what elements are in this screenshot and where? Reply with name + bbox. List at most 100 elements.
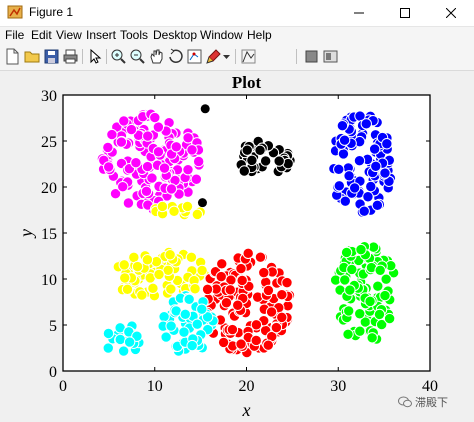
x-tick-label: 30 xyxy=(330,378,346,395)
pan-icon[interactable] xyxy=(148,48,165,65)
data-point xyxy=(165,183,178,195)
data-point xyxy=(337,148,350,160)
print-icon[interactable] xyxy=(62,48,79,65)
zoom-in-icon[interactable] xyxy=(110,48,127,65)
legend-icon[interactable] xyxy=(322,48,339,65)
data-point xyxy=(343,305,355,317)
data-point xyxy=(270,321,283,334)
data-point xyxy=(379,289,391,302)
minimize-icon xyxy=(354,12,364,14)
data-point xyxy=(156,200,169,213)
menu-insert[interactable]: Insert xyxy=(86,28,117,42)
scatter-plot[interactable]: 0 10 20 30 40 0 5 10 15 20 25 30 Plot x y xyxy=(0,71,474,422)
menu-file[interactable]: File xyxy=(5,28,25,42)
data-point xyxy=(216,258,228,270)
link-plot-icon[interactable] xyxy=(240,48,257,65)
data-point xyxy=(183,293,195,305)
data-point xyxy=(121,283,134,295)
menu-desktop[interactable]: Desktop xyxy=(153,28,198,42)
data-point xyxy=(364,295,376,308)
data-point xyxy=(165,283,177,295)
menu-help[interactable]: Help xyxy=(247,28,272,42)
data-point xyxy=(170,141,183,153)
wechat-icon xyxy=(398,396,412,408)
close-icon xyxy=(446,8,456,18)
data-point xyxy=(344,284,356,296)
toolbar-separator xyxy=(82,49,83,64)
series-5 xyxy=(112,246,210,302)
data-point xyxy=(191,208,204,221)
data-point xyxy=(130,157,142,169)
data-point xyxy=(354,325,366,337)
chevron-down-icon[interactable] xyxy=(222,48,231,65)
data-point xyxy=(186,339,198,352)
data-point xyxy=(117,345,130,357)
data-point xyxy=(232,299,244,311)
minimize-button[interactable] xyxy=(336,0,382,26)
data-point xyxy=(259,155,272,167)
data-point xyxy=(354,308,366,320)
data-point xyxy=(192,155,205,168)
menu-tools[interactable]: Tools xyxy=(120,28,149,42)
data-point xyxy=(185,251,198,263)
save-icon[interactable] xyxy=(43,48,60,65)
data-point xyxy=(343,170,355,182)
data-point xyxy=(358,205,370,217)
y-tick-label: 10 xyxy=(41,272,57,289)
data-point xyxy=(186,144,198,156)
maximize-button[interactable] xyxy=(382,0,428,26)
data-point xyxy=(117,181,129,193)
pointer-icon[interactable] xyxy=(87,48,104,65)
watermark-text: 滞殿下 xyxy=(415,397,448,409)
data-point xyxy=(276,311,288,324)
data-point xyxy=(236,274,248,287)
close-button[interactable] xyxy=(428,0,474,26)
data-point xyxy=(339,195,352,207)
data-point xyxy=(258,266,270,279)
series-1 xyxy=(149,200,206,221)
data-point xyxy=(254,144,266,157)
data-point xyxy=(360,118,372,130)
data-point xyxy=(282,300,294,312)
menu-view[interactable]: View xyxy=(56,28,82,42)
data-point xyxy=(123,336,136,348)
data-point xyxy=(168,205,180,218)
zoom-out-icon[interactable] xyxy=(129,48,146,65)
figure-canvas[interactable]: 0 10 20 30 40 0 5 10 15 20 25 30 Plot x y xyxy=(0,71,474,422)
menu-edit[interactable]: Edit xyxy=(31,28,52,42)
data-point xyxy=(281,276,293,289)
data-point xyxy=(265,306,278,318)
menu-window[interactable]: Window xyxy=(200,28,243,42)
x-tick-label: 40 xyxy=(422,378,438,395)
data-cursor-icon[interactable] xyxy=(186,48,203,65)
series-6 xyxy=(200,247,296,359)
data-point xyxy=(215,270,227,283)
figure-toolbar xyxy=(0,44,474,71)
window-titlebar[interactable]: Figure 1 xyxy=(0,0,474,27)
data-point xyxy=(196,264,208,277)
series-4 xyxy=(329,240,400,345)
data-point xyxy=(182,132,194,144)
data-point xyxy=(338,134,351,146)
rotate-3d-icon[interactable] xyxy=(167,48,184,65)
data-point xyxy=(136,289,148,301)
data-point xyxy=(217,336,230,349)
data-point xyxy=(178,326,190,338)
open-file-icon[interactable] xyxy=(24,48,41,65)
new-figure-icon[interactable] xyxy=(4,48,21,65)
data-point xyxy=(118,259,130,271)
data-point xyxy=(115,136,128,148)
data-point xyxy=(201,283,214,296)
x-tick-label: 10 xyxy=(147,378,163,395)
data-point xyxy=(149,111,161,124)
y-tick-label: 20 xyxy=(41,180,57,197)
data-point xyxy=(102,141,114,154)
brush-icon[interactable] xyxy=(205,48,222,65)
data-point xyxy=(158,310,170,323)
data-point xyxy=(373,308,386,321)
colorbar-icon[interactable] xyxy=(303,48,320,65)
data-point xyxy=(340,246,353,259)
data-point xyxy=(333,180,345,192)
data-point xyxy=(191,318,203,330)
data-point xyxy=(372,280,384,292)
